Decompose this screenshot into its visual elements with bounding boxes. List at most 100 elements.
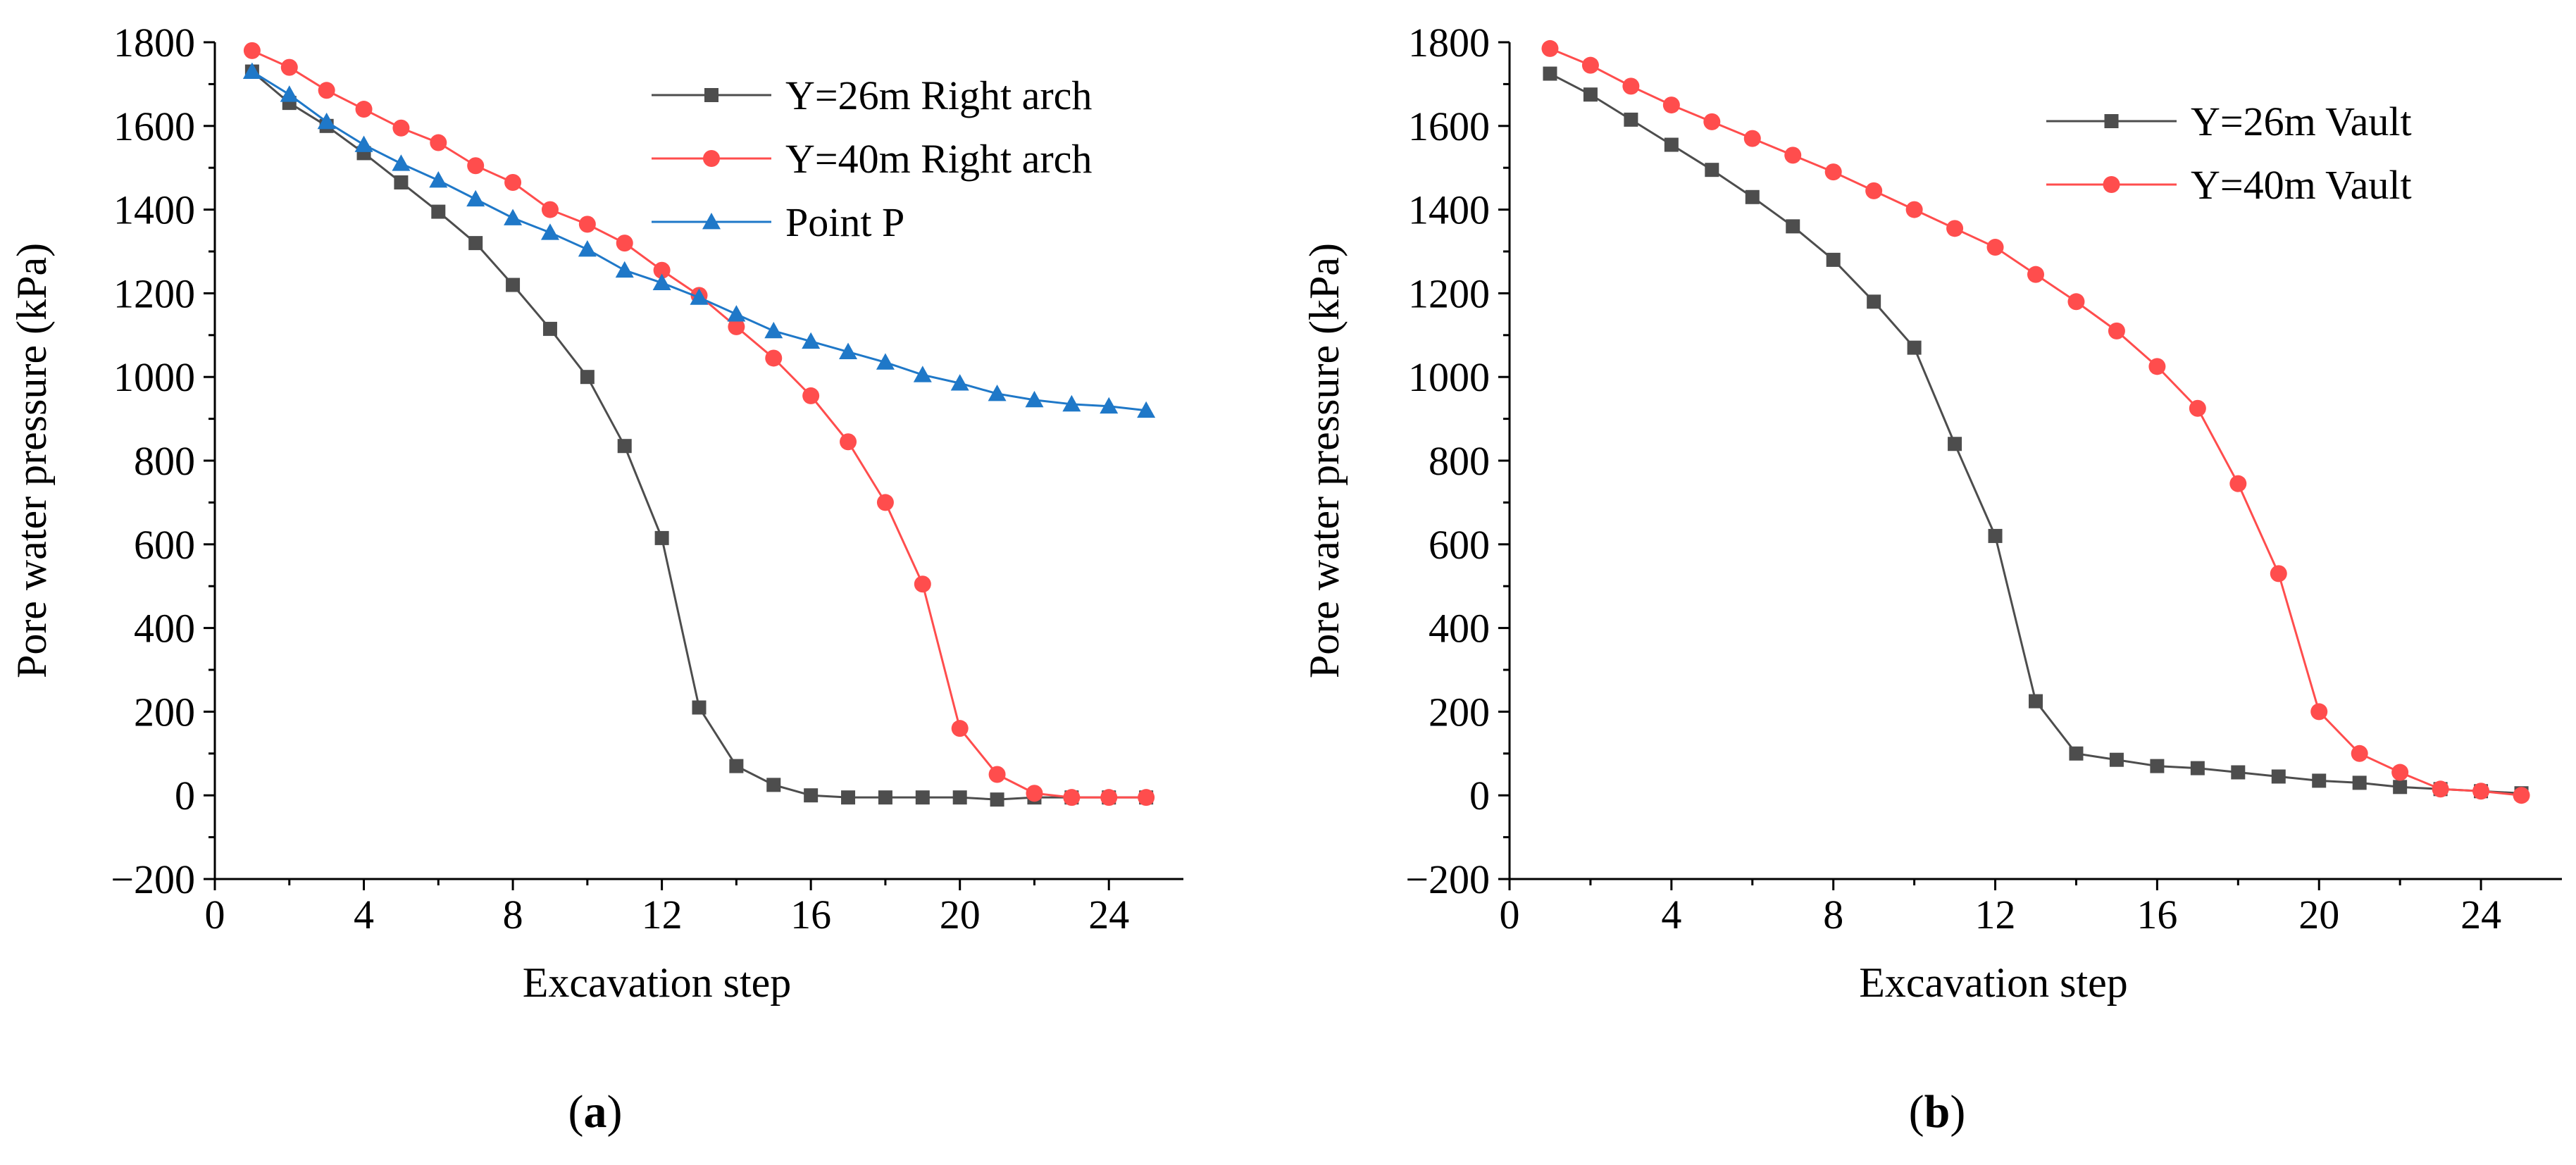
- data-point: [429, 171, 448, 188]
- data-point: [1745, 189, 1760, 204]
- x-tick-label: 20: [940, 892, 981, 937]
- data-point: [988, 384, 1007, 401]
- data-point: [1624, 112, 1638, 127]
- data-point: [243, 42, 261, 59]
- data-point: [617, 439, 632, 454]
- legend-label: Y=26m Vault: [2191, 99, 2412, 144]
- legend-marker: [704, 88, 718, 102]
- data-point: [578, 240, 597, 257]
- x-tick-label: 24: [2460, 892, 2501, 937]
- series-3: [242, 62, 1156, 418]
- x-tick-label: 8: [503, 892, 523, 937]
- data-point: [728, 318, 745, 335]
- data-point: [280, 85, 299, 102]
- data-point: [242, 62, 261, 79]
- data-point: [430, 134, 447, 151]
- data-point: [578, 216, 596, 233]
- y-tick-label: 200: [1429, 689, 1490, 735]
- data-point: [541, 201, 559, 218]
- y-tick-label: 600: [134, 522, 195, 568]
- legend-label: Y=26m Right arch: [785, 73, 1092, 118]
- y-axis-label: Pore water pressure (kPa): [1301, 243, 1348, 678]
- data-point: [580, 370, 595, 385]
- data-point: [765, 349, 783, 367]
- data-point: [1137, 401, 1156, 418]
- data-point: [1063, 789, 1081, 806]
- y-tick-label: −200: [111, 856, 195, 902]
- series-2: [243, 42, 1155, 806]
- data-point: [690, 288, 709, 305]
- data-point: [802, 387, 820, 404]
- legend-label: Point P: [785, 199, 904, 245]
- data-point: [1583, 87, 1598, 102]
- data-point: [1541, 39, 1559, 57]
- y-tick-label: 0: [1469, 773, 1490, 818]
- y-tick-label: 800: [134, 438, 195, 484]
- y-tick-label: 1600: [1408, 104, 1490, 149]
- y-axis-label: Pore water pressure (kPa): [8, 243, 55, 678]
- x-tick-label: 8: [1823, 892, 1843, 937]
- x-tick-label: 16: [2136, 892, 2177, 937]
- data-point: [2351, 745, 2368, 762]
- data-point: [2148, 358, 2166, 375]
- y-tick-label: 600: [1429, 522, 1490, 568]
- y-tick-label: 1000: [113, 354, 195, 400]
- data-point: [764, 321, 783, 339]
- data-point: [1826, 252, 1841, 267]
- y-tick-label: 1400: [1408, 187, 1490, 233]
- data-point: [1946, 220, 1964, 237]
- data-point: [878, 790, 892, 805]
- data-point: [1026, 785, 1043, 802]
- data-point: [2393, 780, 2408, 795]
- panel-label-a: (a): [568, 1086, 623, 1138]
- data-point: [468, 236, 483, 251]
- x-axis-label: Excavation step: [523, 959, 792, 1006]
- data-point: [988, 766, 1006, 783]
- panel-label-a-letter: a: [584, 1086, 607, 1138]
- y-tick-label: 0: [175, 773, 195, 818]
- data-point: [318, 82, 335, 99]
- y-tick-label: 200: [134, 689, 195, 735]
- data-point: [2310, 703, 2328, 721]
- data-point: [952, 790, 967, 805]
- y-tick-label: 1200: [1408, 270, 1490, 316]
- data-point: [1865, 182, 1883, 199]
- data-point: [804, 788, 819, 803]
- legend-marker: [2104, 114, 2119, 128]
- data-point: [354, 135, 373, 152]
- data-point: [653, 261, 671, 279]
- data-point: [2312, 773, 2327, 788]
- panel-label-b-letter: b: [1924, 1086, 1950, 1138]
- y-tick-label: 400: [1429, 606, 1490, 652]
- x-tick-label: 0: [205, 892, 225, 937]
- series-line: [251, 70, 1147, 412]
- y-tick-label: 1400: [113, 187, 195, 233]
- data-point: [1786, 219, 1800, 234]
- data-point: [802, 332, 821, 349]
- x-tick-label: 4: [1661, 892, 1681, 937]
- data-point: [876, 494, 894, 511]
- data-point: [2189, 399, 2206, 417]
- y-tick-label: 400: [134, 606, 195, 652]
- data-point: [2109, 752, 2124, 767]
- data-point: [1784, 147, 1802, 164]
- data-point: [1138, 789, 1155, 806]
- data-point: [616, 235, 633, 252]
- data-point: [914, 575, 931, 593]
- data-point: [839, 342, 858, 359]
- data-point: [2190, 761, 2205, 775]
- data-point: [2231, 765, 2246, 780]
- data-point: [467, 157, 485, 175]
- data-point: [2069, 746, 2084, 761]
- data-point: [1867, 294, 1881, 309]
- data-point: [654, 530, 669, 545]
- data-point: [394, 175, 409, 189]
- legend-marker: [2103, 176, 2120, 193]
- x-tick-label: 12: [1975, 892, 2016, 937]
- data-point: [1662, 96, 1680, 114]
- data-point: [913, 366, 932, 382]
- data-point: [1100, 789, 1118, 806]
- y-tick-label: 1800: [113, 20, 195, 66]
- data-point: [504, 173, 522, 191]
- data-point: [2352, 775, 2367, 790]
